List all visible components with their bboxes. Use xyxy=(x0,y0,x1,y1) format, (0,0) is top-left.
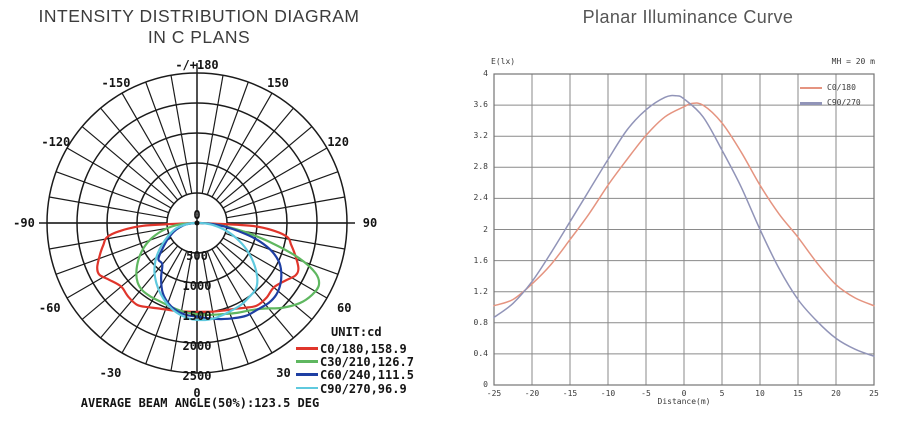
legend-color-line xyxy=(296,386,318,390)
polar-angle-label: -90 xyxy=(13,216,35,230)
x-tick-label: -20 xyxy=(524,389,540,398)
x-tick-label: 10 xyxy=(755,389,765,398)
polar-angle-label: 60 xyxy=(336,301,352,315)
legend-color-line xyxy=(800,101,822,105)
x-tick-label: 0 xyxy=(681,389,687,398)
mounting-height-note: MH = 20 m xyxy=(831,57,875,66)
polar-angle-label: -/+180 xyxy=(175,58,219,72)
y-tick-label: 1.2 xyxy=(473,286,488,296)
x-tick-label: -10 xyxy=(600,389,616,398)
legend-color-line xyxy=(296,347,318,350)
legend-entry: C90/270 xyxy=(827,98,861,107)
x-tick-label: 20 xyxy=(831,389,841,398)
y-tick-label: 3.6 xyxy=(473,100,488,110)
y-tick-label: 0 xyxy=(483,380,488,389)
x-axis-title: Distance(m) xyxy=(657,397,711,406)
x-tick-label: 15 xyxy=(793,389,803,398)
x-tick-label: -5 xyxy=(641,389,651,398)
polar-angle-label: 120 xyxy=(327,134,349,149)
y-axis-unit-label: E(lx) xyxy=(491,57,516,66)
y-tick-label: 2.4 xyxy=(473,193,488,203)
legend-color-line xyxy=(296,373,318,376)
line-chart-title: Planar Illuminance Curve xyxy=(582,7,794,27)
polar-legend-entry: C90/270,96.9 xyxy=(320,381,407,396)
y-tick-label: 1.6 xyxy=(473,255,488,265)
x-tick-label: 5 xyxy=(719,389,725,398)
polar-radial-tick: 1500 xyxy=(182,309,212,323)
polar-angle-label: -60 xyxy=(38,301,61,315)
polar-legend-entry: C60/240,111.5 xyxy=(320,368,414,383)
polar-radial-tick: 500 xyxy=(186,249,208,263)
polar-radial-tick: 1000 xyxy=(182,279,212,293)
polar-angle-label: 150 xyxy=(267,75,289,90)
polar-angle-label: 90 xyxy=(362,216,378,230)
polar-legend-entry: C30/210,126.7 xyxy=(320,355,414,370)
y-tick-label: 4 xyxy=(483,69,488,78)
polar-radial-tick: 0 xyxy=(193,208,201,222)
polar-angle-label: 30 xyxy=(276,365,291,380)
y-tick-label: 0.4 xyxy=(473,348,488,358)
y-tick-label: 0.8 xyxy=(473,317,488,327)
legend-color-line xyxy=(296,360,318,363)
x-tick-label: 25 xyxy=(869,389,879,398)
polar-angle-label: -120 xyxy=(41,134,71,149)
polar-angle-label: 0 xyxy=(193,386,201,400)
polar-legend-entry: C0/180,158.9 xyxy=(320,342,407,356)
polar-radial-tick: 2500 xyxy=(182,369,212,383)
polar-angle-label: -30 xyxy=(99,365,122,380)
x-tick-label: -15 xyxy=(562,389,578,398)
polar-angle-label: -150 xyxy=(101,75,131,90)
legend-entry: C0/180 xyxy=(827,83,856,92)
legend-color-line xyxy=(800,86,822,89)
y-tick-label: 3.2 xyxy=(473,131,488,141)
polar-chart-title-line1: INTENSITY DISTRIBUTION DIAGRAM xyxy=(38,6,360,26)
y-tick-label: 2 xyxy=(483,224,488,234)
x-tick-label: -25 xyxy=(486,389,502,398)
polar-chart-title-line2: IN C PLANS xyxy=(147,27,251,47)
polar-unit-label: UNIT:cd xyxy=(331,325,382,339)
y-tick-label: 2.8 xyxy=(473,162,488,172)
polar-radial-tick: 2000 xyxy=(182,339,212,353)
average-beam-angle-note: AVERAGE BEAM ANGLE(50%):123.5 DEG xyxy=(80,396,320,410)
